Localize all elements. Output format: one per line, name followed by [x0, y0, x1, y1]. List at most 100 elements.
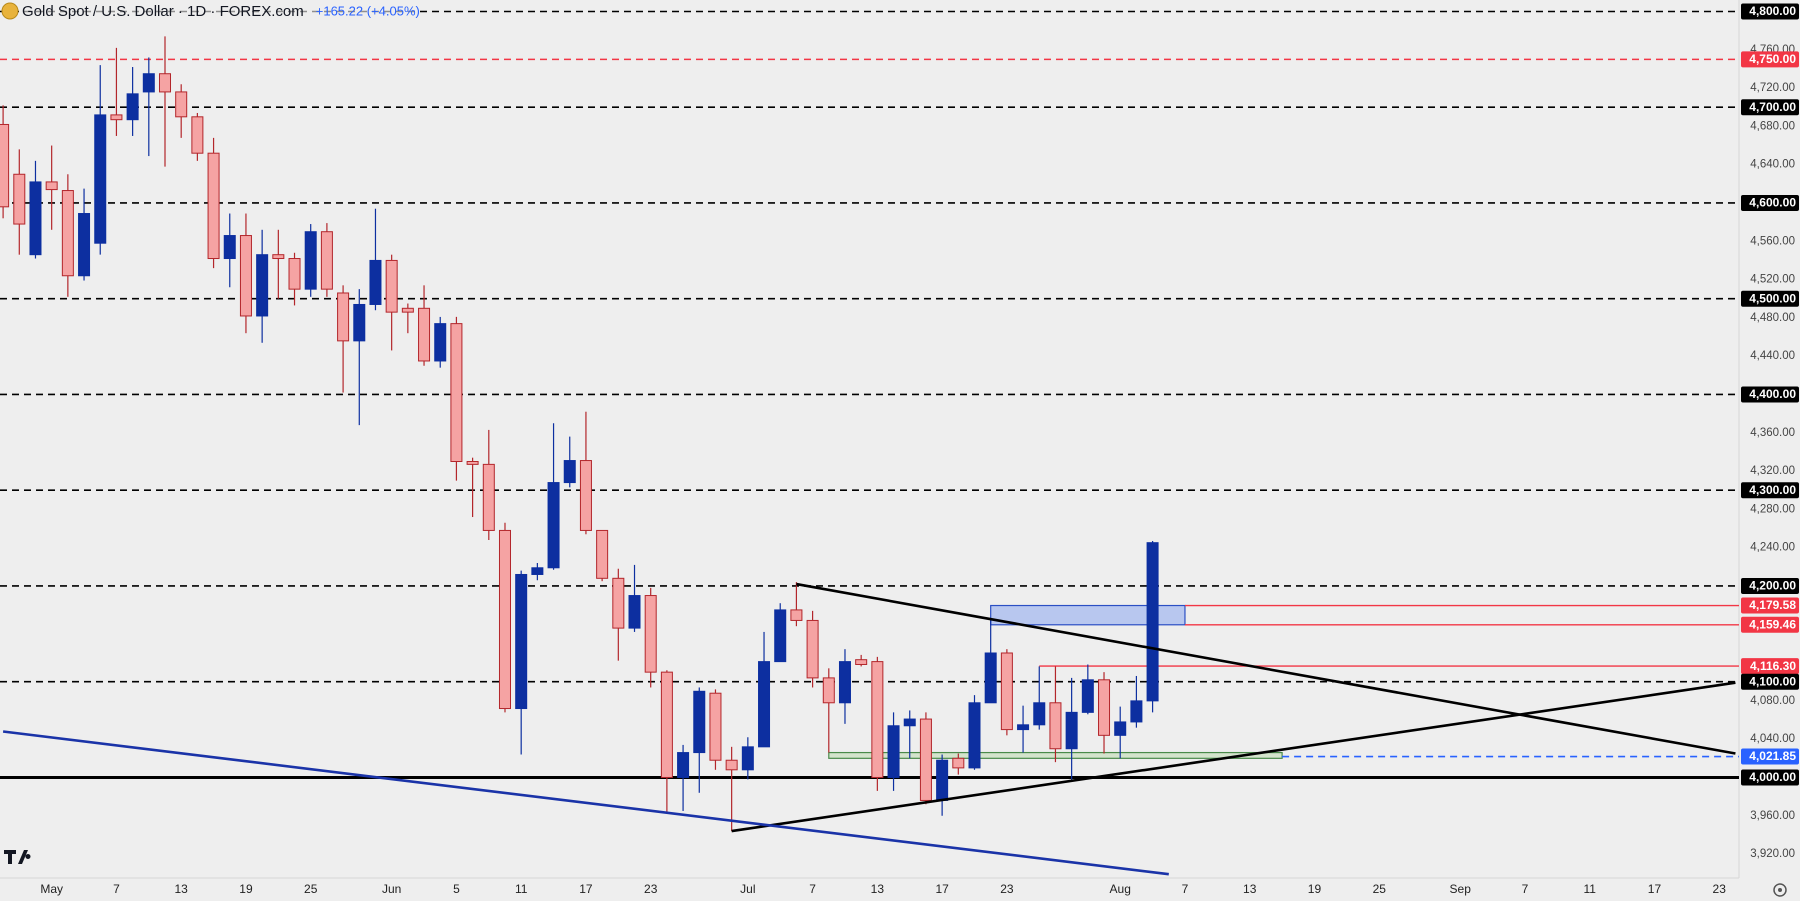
level-label-box: [1741, 290, 1799, 307]
x-tick-label: 23: [644, 882, 658, 896]
y-tick-label: 3,920.00: [1750, 848, 1795, 860]
y-tick-label: 4,320.00: [1750, 465, 1795, 477]
candle-body: [709, 692, 722, 761]
x-tick-label: 23: [1000, 882, 1014, 896]
candle-body: [968, 702, 981, 769]
settings-icon[interactable]: [1773, 883, 1787, 897]
x-tick-label: 11: [515, 882, 528, 896]
level-label: 4,750.00: [1749, 52, 1796, 66]
candle-body: [288, 258, 301, 290]
level-label: 4,300.00: [1749, 483, 1796, 497]
candle-body: [498, 529, 511, 710]
candle-body: [418, 307, 431, 362]
candle-body: [838, 661, 851, 704]
candle-body: [207, 152, 220, 260]
level-label-box: [1741, 673, 1799, 690]
candle-body: [758, 661, 771, 748]
x-tick-label: 5: [453, 882, 460, 896]
candle-body: [822, 677, 835, 704]
y-tick-label: 4,640.00: [1750, 159, 1795, 171]
trendline: [731, 681, 1736, 833]
y-tick-label: 4,360.00: [1750, 427, 1795, 439]
level-label-box: [1741, 577, 1799, 594]
level-label-box: [1741, 482, 1799, 499]
level-label: 4,500.00: [1749, 291, 1796, 305]
y-tick-label: 4,560.00: [1750, 235, 1795, 247]
candle-body: [596, 529, 609, 579]
level-label: 4,200.00: [1749, 579, 1796, 593]
y-tick-label: 4,280.00: [1750, 503, 1795, 515]
x-tick-label: 7: [1522, 882, 1529, 896]
candle-body: [142, 73, 155, 93]
price-change: +165.22 (+4.05%): [316, 3, 420, 18]
candles: [0, 36, 1159, 832]
candle-body: [741, 746, 754, 771]
y-tick-label: 4,480.00: [1750, 312, 1795, 324]
x-tick-label: 7: [113, 882, 120, 896]
y-tick-label: 4,720.00: [1750, 82, 1795, 94]
candle-body: [401, 307, 414, 313]
settings[interactable]: [1773, 883, 1787, 897]
logo: [4, 850, 31, 864]
candle-body: [790, 609, 803, 621]
candle-body: [45, 181, 58, 191]
settings-icon-dot: [1778, 888, 1782, 892]
candle-body: [919, 718, 932, 801]
candle-body: [531, 567, 544, 575]
x-tick-label: 7: [1182, 882, 1189, 896]
x-tick-label: 11: [1583, 882, 1596, 896]
x-tick-label: May: [40, 882, 63, 896]
candle-body: [515, 573, 528, 710]
level-label: 4,700.00: [1749, 100, 1796, 114]
candle-body: [1146, 542, 1159, 702]
level-label: 4,021.85: [1749, 749, 1796, 763]
level-label-box: [1741, 769, 1799, 786]
symbol-icon: [1, 2, 19, 20]
level-label-box: [1741, 386, 1799, 403]
candle-body: [126, 93, 139, 121]
tv-logo: [4, 850, 31, 864]
candle-body: [677, 752, 690, 778]
candle-body: [239, 235, 252, 317]
candle-body: [450, 323, 463, 463]
x-tick-label: 13: [175, 882, 189, 896]
candle-body: [903, 718, 916, 727]
y-tick-label: 4,040.00: [1750, 733, 1795, 745]
level-label: 4,179.58: [1749, 598, 1796, 612]
candle-body: [369, 259, 382, 305]
level-label: 4,159.46: [1749, 617, 1796, 631]
candle-body: [952, 757, 965, 769]
x-tick-label: Sep: [1450, 882, 1472, 896]
level-label: 4,800.00: [1749, 4, 1796, 18]
candle-body: [936, 759, 949, 801]
candle-body: [628, 595, 641, 629]
candle-body: [434, 323, 447, 362]
candle-body: [693, 690, 706, 754]
y-tick-label: 3,960.00: [1750, 810, 1795, 822]
candle-body: [644, 595, 657, 673]
candle-body: [29, 181, 42, 256]
x-tick-label: 17: [935, 882, 949, 896]
candle-body: [223, 235, 236, 260]
x-tick-label: 17: [1648, 882, 1662, 896]
candle-body: [78, 213, 91, 277]
candle-body: [158, 73, 172, 93]
level-label: 4,400.00: [1749, 387, 1796, 401]
y-tick-label: 4,680.00: [1750, 120, 1795, 132]
x-tick-label: 19: [239, 882, 253, 896]
candle-body: [806, 619, 819, 679]
candle-body: [272, 254, 285, 260]
y-tick-label: 4,240.00: [1750, 542, 1795, 554]
level-label: 4,000.00: [1749, 770, 1796, 784]
candle-body: [984, 652, 997, 704]
axes: 3,920.00 3,960.00 4,040.00 4,080.00 4,240.00…: [40, 44, 1795, 896]
candle-body: [0, 123, 10, 208]
x-tick-label: 19: [1308, 882, 1322, 896]
x-tick-label: 23: [1713, 882, 1727, 896]
candle-body: [871, 661, 884, 778]
candle-body: [304, 231, 317, 290]
levels: [0, 10, 1739, 779]
trendline: [796, 582, 1736, 755]
